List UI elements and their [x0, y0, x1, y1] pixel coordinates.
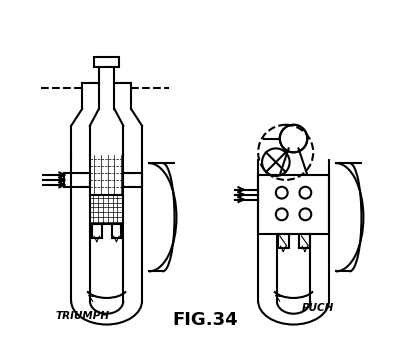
Bar: [111, 224, 121, 238]
Bar: [92, 224, 101, 238]
Text: PUCH: PUCH: [301, 303, 333, 313]
Circle shape: [279, 125, 307, 152]
Bar: [64, 173, 90, 187]
Bar: [94, 57, 119, 67]
Text: TRIUMPH: TRIUMPH: [55, 311, 109, 321]
Bar: [123, 173, 142, 187]
Bar: [90, 195, 123, 224]
Bar: [258, 175, 328, 234]
Bar: [277, 234, 288, 248]
Text: FIG.34: FIG.34: [172, 311, 237, 329]
Bar: [299, 234, 310, 248]
